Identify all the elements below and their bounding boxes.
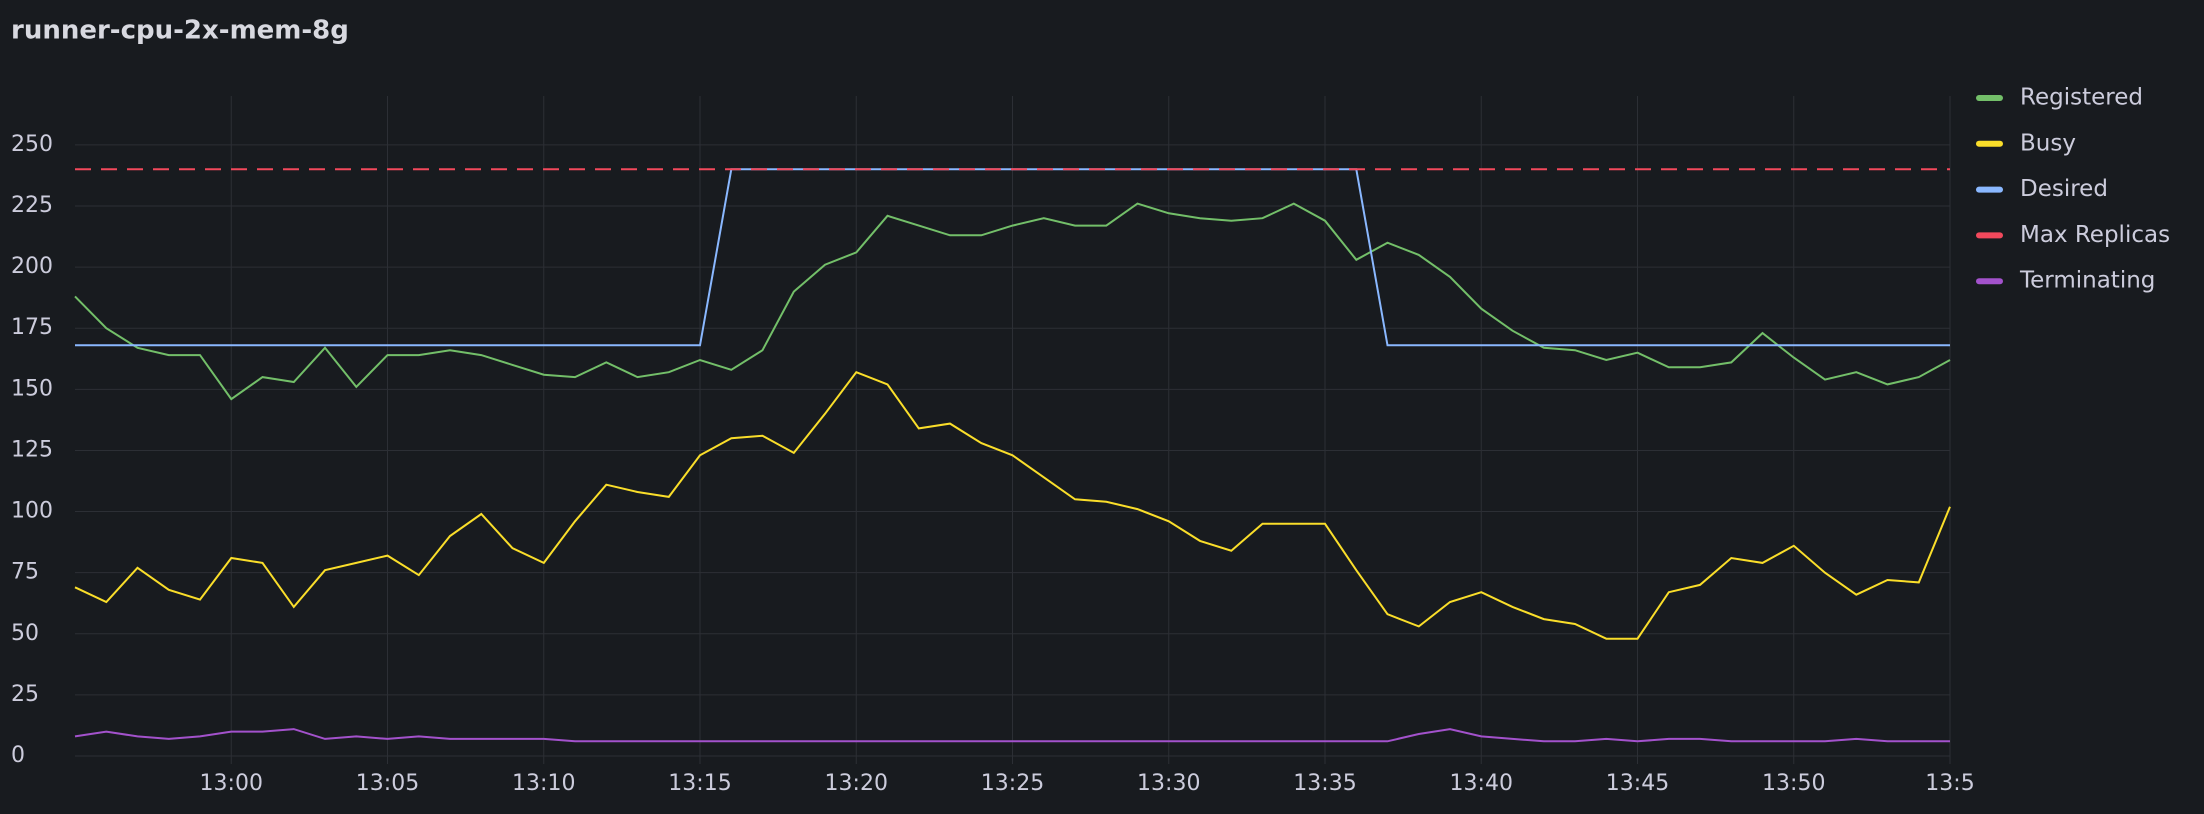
x-tick-label: 13:00 [200,771,263,796]
y-tick-label: 125 [11,437,53,462]
chart-title: runner-cpu-2x-mem-8g [11,16,349,46]
x-tick-label: 13:5 [1925,771,1974,796]
series-line [74,728,1950,743]
legend-swatch [1976,95,2003,101]
legend-swatch [1976,278,2003,285]
y-tick-label: 175 [11,315,53,340]
y-tick-label: 25 [11,682,39,707]
x-tick-label: 13:25 [981,771,1044,796]
x-tick-label: 13:20 [825,771,888,796]
legend-swatch [1976,140,2003,147]
y-tick-label: 200 [11,254,53,279]
y-tick-label: 50 [11,621,39,646]
y-tick-label: 75 [11,560,39,585]
legend-swatch [1976,186,2003,193]
legend-label: Busy [2020,130,2076,156]
y-tick-label: 225 [11,193,53,218]
x-tick-label: 13:50 [1762,771,1825,796]
x-tick-label: 13:10 [512,771,575,796]
legend-label: Desired [2020,176,2108,202]
x-tick-label: 13:45 [1606,771,1669,796]
y-tick-label: 250 [11,132,53,157]
y-tick-label: 150 [11,376,53,401]
legend-label: Max Replicas [2020,222,2170,248]
legend-label: Terminating [2019,268,2155,294]
legend-swatch [1976,232,2003,239]
x-tick-label: 13:15 [668,771,731,796]
x-tick-label: 13:35 [1293,771,1356,796]
x-tick-label: 13:05 [356,771,419,796]
x-tick-label: 13:30 [1137,771,1200,796]
x-tick-label: 13:40 [1450,771,1513,796]
legend-label: Registered [2020,85,2143,111]
series-line [74,202,1951,401]
y-tick-label: 0 [11,743,25,768]
series-line [74,370,1951,640]
y-tick-label: 100 [11,499,53,524]
